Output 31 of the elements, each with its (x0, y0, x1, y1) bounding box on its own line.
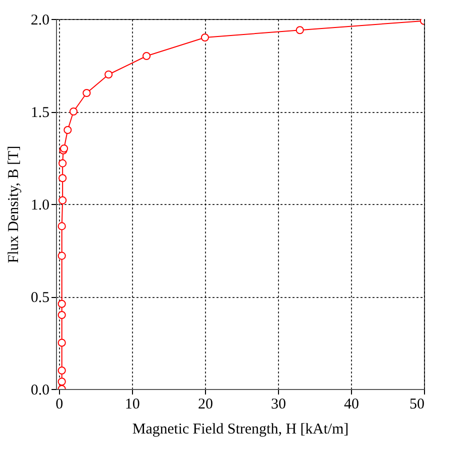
point (82, 88, 91, 98)
x-tick-label: 0 (56, 396, 64, 412)
point (142, 52, 151, 60)
point (58, 366, 66, 375)
y-tick-label: 2.0 (30, 12, 50, 28)
point (58, 310, 66, 320)
point (58, 222, 66, 230)
x-tick-label: 40 (344, 396, 359, 412)
point (58, 338, 66, 347)
y-axis-title: Flux Density, B [T] (6, 146, 22, 264)
y-tick-label: 0.0 (30, 382, 50, 398)
line-series (58, 19, 424, 389)
x-tick-label: 10 (124, 396, 140, 412)
point (296, 26, 304, 34)
point (58, 378, 66, 386)
y-tick-label: 1.5 (30, 105, 50, 121)
x-axis-title: Magnetic Field Strength, H [kAt/m] (132, 422, 349, 438)
point (58, 300, 66, 308)
point (64, 126, 72, 134)
point (200, 33, 209, 42)
point (58, 252, 66, 260)
x-tick-label: 30 (270, 396, 286, 412)
y-tick-label: 0.5 (30, 290, 50, 306)
point (58, 196, 67, 204)
point (69, 107, 78, 116)
point (58, 159, 67, 168)
point (104, 70, 113, 79)
point (58, 174, 67, 182)
y-tick-label: 1.0 (30, 198, 50, 214)
x-tick-label: 20 (198, 396, 213, 412)
x-tick-label: 50 (410, 396, 424, 412)
